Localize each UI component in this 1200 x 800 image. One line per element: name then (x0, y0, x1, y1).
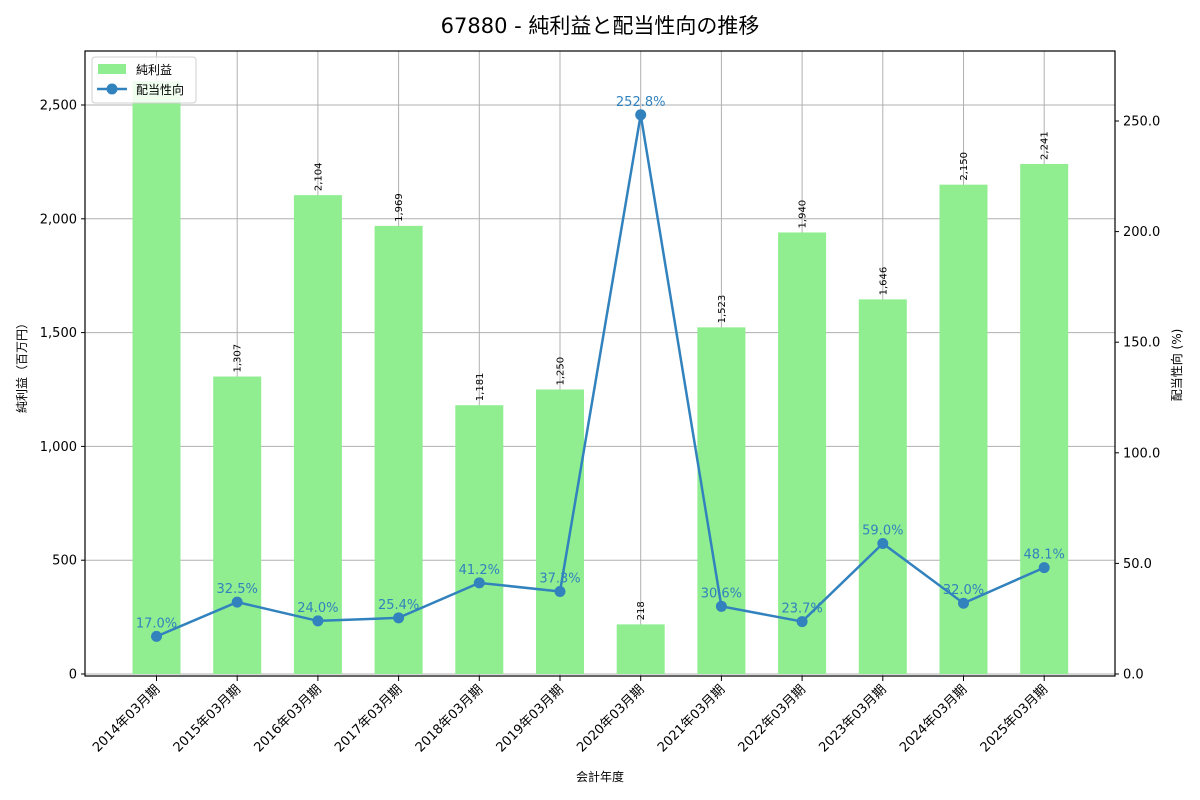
line-value-label: 32.5% (217, 582, 258, 597)
bar (455, 405, 504, 674)
bar (858, 299, 907, 674)
bar-value-label: 1,523 (717, 295, 728, 324)
y-tick-label-right: 150.0 (1123, 336, 1160, 351)
y-axis-title-right: 配当性向 (%) (1169, 329, 1184, 402)
bar-value-label: 1,940 (798, 200, 809, 229)
line-marker (151, 630, 162, 642)
bar (616, 624, 665, 674)
y-tick-label-left: 500 (52, 554, 77, 569)
x-tick-label: 2015年03月期 (171, 682, 244, 755)
legend-line-marker-icon (106, 83, 118, 95)
line-marker (473, 577, 485, 589)
bar-value-label: 1,969 (394, 193, 405, 222)
x-tick-label: 2022年03月期 (736, 682, 809, 755)
line-marker (1038, 562, 1050, 574)
x-tick-label: 2023年03月期 (816, 682, 889, 755)
bar (374, 225, 423, 675)
line-value-label: 37.3% (539, 571, 580, 586)
line-marker (877, 537, 889, 549)
bar-value-label: 2,241 (1040, 131, 1051, 160)
bar (697, 327, 746, 674)
bar (1020, 163, 1069, 674)
legend-label-net-income: 純利益 (136, 63, 172, 77)
bar-value-label: 1,307 (233, 344, 244, 373)
bar-value-label: 218 (636, 601, 647, 620)
y-tick-label-left: 0 (69, 668, 77, 683)
y-tick-label-right: 50.0 (1123, 557, 1152, 572)
bar-value-label: 1,181 (475, 373, 486, 402)
bar-series (132, 81, 1069, 675)
x-tick-label: 2020年03月期 (574, 682, 647, 755)
bar (213, 376, 262, 674)
legend-label-payout-ratio: 配当性向 (136, 82, 184, 97)
line-value-label: 59.0% (862, 523, 903, 538)
y-axis-title-left: 純利益（百万円） (15, 317, 29, 413)
line-marker (796, 616, 808, 628)
bar (293, 195, 342, 675)
x-tick-label: 2017年03月期 (332, 682, 405, 755)
x-tick-label: 2019年03月期 (494, 682, 567, 755)
bar (132, 81, 181, 675)
line-value-label: 23.7% (781, 602, 822, 617)
x-tick-label: 2014年03月期 (90, 682, 163, 755)
line-marker (231, 596, 243, 608)
x-tick-label: 2016年03月期 (251, 682, 324, 755)
line-value-label: 41.2% (459, 563, 500, 578)
line-value-label: 17.0% (136, 616, 177, 631)
y-tick-label-right: 200.0 (1123, 225, 1160, 240)
line-marker (715, 600, 727, 612)
y-tick-label-right: 0.0 (1123, 668, 1144, 683)
line-marker (554, 585, 566, 597)
line-value-label: 48.1% (1024, 548, 1065, 563)
line-value-label: 30.6% (701, 586, 742, 601)
line-marker (635, 109, 647, 121)
bar-value-label: 1,250 (556, 357, 567, 386)
line-value-label: 25.4% (378, 598, 419, 613)
bar-labels: 1,307 2,104 1,969 1,181 1,250 218 1,523 1,940 1,… (233, 131, 1051, 620)
line-value-label: 252.8% (616, 95, 666, 110)
y-tick-label-right: 100.0 (1123, 446, 1160, 461)
y-tick-label-left: 1,000 (40, 440, 77, 455)
bar-value-label: 1,646 (878, 267, 889, 296)
line-value-label: 32.0% (943, 583, 984, 598)
y-tick-label-right: 250.0 (1123, 115, 1160, 130)
x-tick-label: 2018年03月期 (413, 682, 486, 755)
axes: 0 500 1,000 1,500 2,000 2,500 0.0 50.0 100.0 150.… (40, 50, 1160, 756)
bar-value-label: 2,104 (313, 162, 324, 191)
bar (778, 232, 827, 674)
y-tick-label-left: 2,500 (40, 99, 77, 114)
x-tick-label: 2021年03月期 (655, 682, 728, 755)
chart-title: 67880 - 純利益と配当性向の推移 (440, 14, 760, 38)
bar-value-label: 2,150 (959, 152, 970, 181)
x-axis-title: 会計年度 (576, 769, 624, 784)
line-marker (393, 612, 405, 624)
y-tick-label-left: 2,000 (40, 212, 77, 227)
x-tick-label: 2024年03月期 (897, 682, 970, 755)
bar (536, 389, 584, 674)
line-value-label: 24.0% (297, 601, 338, 616)
y-tick-label-left: 1,500 (40, 326, 77, 341)
line-marker (312, 615, 324, 627)
line-marker (958, 597, 969, 609)
line-series: 17.0% 32.5% 24.0% 25.4% 41.2% 37.3% 252.8% 30.6… (136, 95, 1065, 642)
x-tick-label: 2025年03月期 (978, 682, 1051, 755)
legend-bar-swatch-icon (98, 64, 126, 74)
